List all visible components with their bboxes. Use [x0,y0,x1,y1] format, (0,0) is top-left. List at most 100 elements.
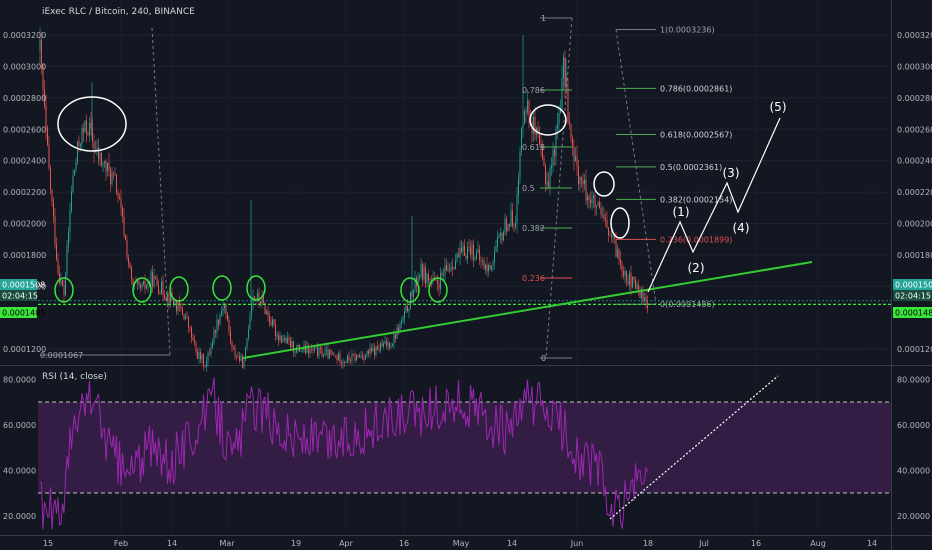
candle-body [420,263,422,277]
candle-body [83,128,84,132]
candle-body [236,356,237,357]
candle-body [387,342,389,347]
candle-body [459,247,461,258]
candle-body [393,334,395,344]
candle-body [365,354,366,360]
fib-left-label: 1 [541,14,546,23]
candle-body [407,305,408,312]
candle-body [419,276,420,278]
candle-body [123,216,125,236]
candle-body [125,235,126,241]
candle-body [213,330,215,342]
candle-body [341,363,342,364]
candle-body [389,342,390,348]
candle-body [167,293,168,300]
candle-body [108,162,110,170]
candle-body [71,191,72,211]
current-price-badge: 0.0001508 0.0001508 [0,279,932,290]
candle-body [269,315,270,323]
candle-body [542,147,543,159]
candle-body [290,340,291,348]
candle-body [312,349,314,351]
candle-body [128,257,129,264]
candle-body [195,342,197,352]
candle-body [390,346,392,348]
candle-body [513,225,515,227]
candle-body [567,87,569,122]
swing-low-label: 0.0001067 [40,351,83,360]
candle-body [54,216,56,245]
candle-body [78,141,80,146]
candle-body [93,141,95,153]
candle-body [249,315,251,330]
candle-body [102,163,104,166]
candle-body [297,345,299,348]
candle-body [207,353,209,362]
candle-body [371,348,372,352]
candle-body [41,39,42,64]
candle-body [587,196,588,201]
candle-body [623,271,624,276]
candle-body [165,298,167,300]
candle-body [534,116,536,135]
fib-left-label: 0 [541,354,546,363]
candle-body [470,247,471,255]
candle-body [573,146,575,162]
candle-body [216,319,218,333]
candle-body [570,124,572,138]
candle-body [474,259,476,260]
candle-body [593,195,594,199]
candle-body [89,123,90,136]
candle-body [233,347,234,348]
candle-body [69,210,71,232]
candle-body [527,100,528,113]
candle-body [122,207,123,217]
candle-body [480,259,482,261]
candle-body [338,353,339,360]
price-tick-label-left: 0.0001800 [3,251,46,260]
support-price-badge: 0.0001485 0.0001485 [0,307,932,318]
candle-body [189,327,191,328]
candle-body [426,274,428,284]
candle-body [192,337,194,341]
candle-body [327,349,329,359]
candle-body [449,269,450,271]
candle-body [92,128,93,142]
price-tick-label: 0.0003200 [897,31,932,40]
candle-body [437,280,438,285]
candle-body [66,245,68,276]
elliott-wave-path [647,117,781,293]
candle-body [492,261,494,266]
candle-body [440,272,441,289]
candle-body [345,362,347,363]
candle-body [594,195,596,208]
candle-body [461,247,462,252]
time-tick-label: May [453,539,470,548]
candle-body [408,308,410,312]
candle-body [147,281,149,286]
candle-body [246,338,248,348]
candle-body [288,337,290,341]
candle-body [117,192,119,198]
candle-body [114,173,116,176]
candle-body [276,334,278,337]
candle-body [333,353,335,356]
candle-body [357,354,359,356]
candle-body [230,330,231,342]
candle-body [120,198,122,208]
candle-body [326,349,327,351]
candle-body [168,293,170,304]
candle-body [278,334,279,341]
candle-body [272,319,273,326]
candle-body [243,361,245,368]
candle-body [39,39,41,51]
candle-body [581,177,582,181]
time-tick-label: 15 [43,539,53,548]
candle-body [494,252,495,262]
elliott-wave-label: (1) [673,205,690,219]
candle-body [86,120,87,134]
candle-body [557,124,558,129]
candle-body [546,181,548,185]
candle-body [624,270,626,276]
